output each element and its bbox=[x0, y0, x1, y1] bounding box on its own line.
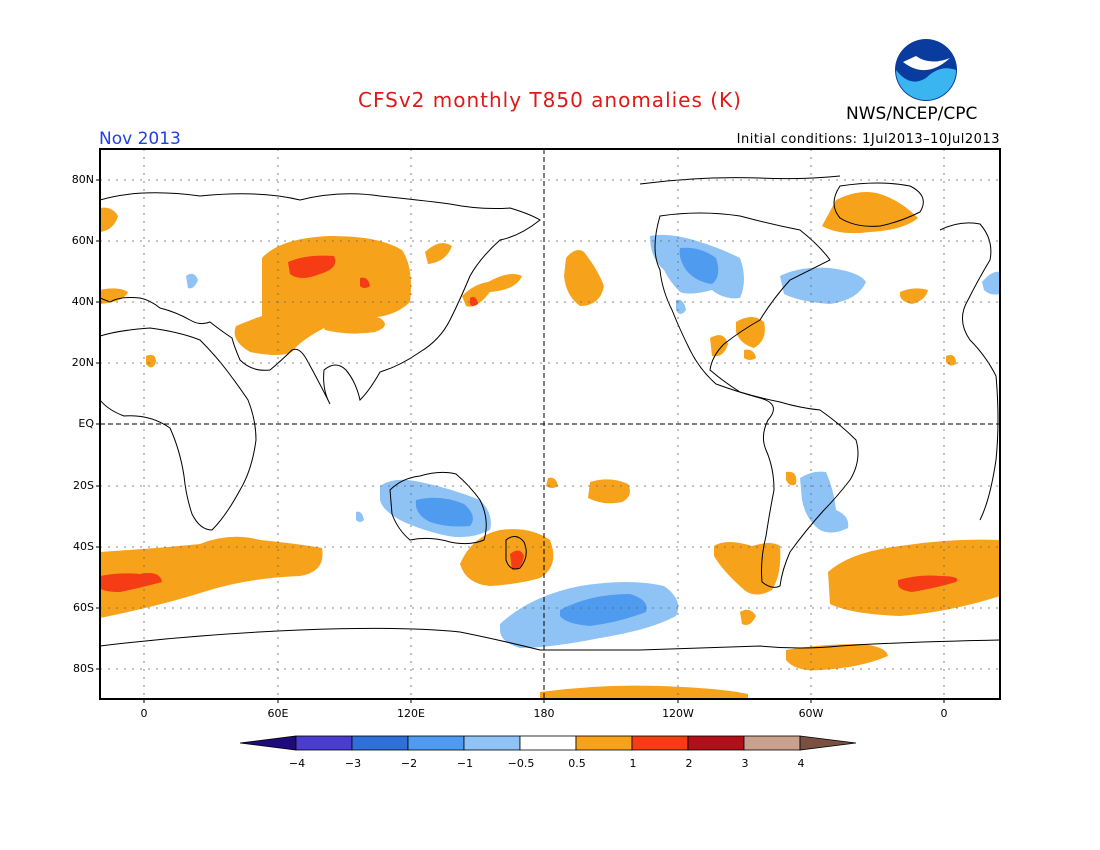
lon-label: 120E bbox=[397, 707, 425, 720]
lon-label: 180 bbox=[533, 707, 555, 720]
colorbar-label: −2 bbox=[400, 757, 418, 770]
lat-label: 40N bbox=[71, 295, 94, 308]
colorbar-segment bbox=[239, 735, 297, 751]
lat-label: 80N bbox=[71, 173, 94, 186]
colorbar-segment bbox=[295, 735, 353, 751]
colorbar-segment bbox=[463, 735, 521, 751]
axis-ticks bbox=[96, 179, 945, 703]
colorbar-segment bbox=[631, 735, 689, 751]
lat-label: 80S bbox=[73, 662, 94, 675]
initial-conditions: Initial conditions: 1Jul2013–10Jul2013 bbox=[736, 132, 1000, 147]
lat-label: 20N bbox=[71, 356, 94, 369]
lon-label: 0 bbox=[940, 707, 948, 720]
forecast-month: Nov 2013 bbox=[99, 129, 181, 149]
lat-label: 20S bbox=[73, 479, 94, 492]
colorbar-segment bbox=[743, 735, 801, 751]
lat-label: 60N bbox=[71, 234, 94, 247]
coastlines bbox=[100, 175, 1000, 651]
noaa-logo bbox=[895, 39, 957, 101]
colorbar-segment bbox=[687, 735, 745, 751]
lat-label: EQ bbox=[78, 417, 94, 430]
colorbar-label: −4 bbox=[288, 757, 306, 770]
colorbar-label: 0.5 bbox=[568, 757, 586, 770]
lon-label: 60W bbox=[798, 707, 824, 720]
lon-label: 0 bbox=[140, 707, 148, 720]
colorbar-segment bbox=[351, 735, 409, 751]
chart-title: CFSv2 monthly T850 anomalies (K) bbox=[358, 88, 742, 112]
colorbar-label: −0.5 bbox=[507, 757, 535, 770]
colorbar-segment bbox=[575, 735, 633, 751]
colorbar-label: −1 bbox=[456, 757, 474, 770]
lon-label: 120W bbox=[662, 707, 694, 720]
colorbar-label: 3 bbox=[741, 757, 749, 770]
lon-label: 60E bbox=[267, 707, 289, 720]
colorbar-segment bbox=[407, 735, 465, 751]
gridlines bbox=[100, 149, 1000, 699]
lat-label: 40S bbox=[73, 540, 94, 553]
colorbar-label: 1 bbox=[629, 757, 637, 770]
colorbar-label: 4 bbox=[797, 757, 805, 770]
colorbar bbox=[239, 735, 857, 751]
colorbar-label: −3 bbox=[344, 757, 362, 770]
strong-warm-anomalies bbox=[100, 255, 958, 592]
colorbar-segment bbox=[519, 735, 577, 751]
lat-label: 60S bbox=[73, 601, 94, 614]
colorbar-label: 2 bbox=[685, 757, 693, 770]
moderate-cool-anomalies bbox=[415, 247, 719, 626]
agency-label: NWS/NCEP/CPC bbox=[846, 104, 978, 124]
equator-dateline bbox=[100, 149, 1000, 699]
colorbar-segment bbox=[799, 735, 857, 751]
